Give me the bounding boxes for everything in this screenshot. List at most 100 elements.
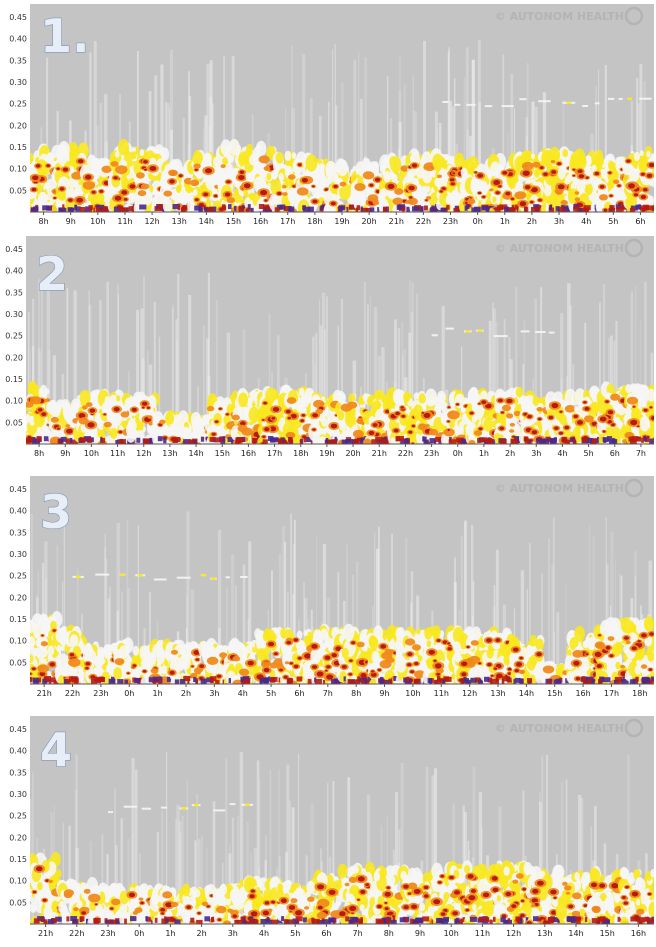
spectral-streak: [493, 308, 497, 444]
band-cell: [542, 151, 551, 164]
spectral-streak: [290, 45, 294, 212]
band-cell: [58, 188, 66, 201]
x-tick-label: 0h: [473, 217, 483, 226]
band-peak: [539, 166, 544, 170]
band-cell: [451, 189, 458, 199]
band-cell: [139, 149, 145, 157]
band-floor: [383, 436, 392, 442]
band-peak: [506, 398, 513, 404]
band-hotspot: [282, 185, 287, 189]
band-floor: [128, 206, 135, 212]
band-hotspot: [315, 408, 324, 415]
band-floor: [384, 439, 389, 444]
band-floor: [412, 206, 419, 212]
band-hotspot: [407, 199, 414, 205]
band-peak: [611, 423, 615, 427]
spectrogram-panel-1: 0.45 0.40 0.35 0.30 0.25 0.20 0.15 0.10 0.05 8h 9h…: [0, 0, 656, 232]
band-floor: [402, 206, 405, 212]
band-cell: [55, 198, 63, 210]
band-floor: [531, 207, 538, 212]
spectral-streak: [567, 283, 571, 444]
band-floor: [375, 436, 383, 442]
band-floor: [504, 206, 509, 212]
band-floor: [283, 206, 289, 211]
band-hotspot: [115, 165, 128, 175]
band-hotspot: [501, 404, 512, 412]
band-peak: [285, 409, 291, 414]
band-peak: [99, 189, 104, 193]
band-cell: [559, 414, 567, 426]
band-peak: [324, 188, 329, 192]
band-floor: [616, 207, 624, 212]
band-peak: [421, 412, 425, 414]
band-cell: [30, 155, 34, 162]
band-floor: [100, 436, 103, 442]
spectral-streak: [410, 312, 414, 444]
spectral-streak: [140, 308, 144, 444]
band-hotspot: [206, 406, 215, 412]
band-peak: [76, 197, 84, 203]
band-floor: [397, 204, 405, 210]
band-hotspot: [71, 171, 83, 180]
band-cell: [595, 154, 604, 168]
band-floor: [479, 437, 488, 443]
band-floor: [565, 439, 570, 444]
band-floor: [250, 207, 254, 212]
x-tick-label: 5h: [608, 217, 618, 226]
band-peak: [449, 178, 455, 182]
band-peak: [608, 171, 612, 174]
x-tick-label: 12h: [144, 217, 159, 226]
band-cell: [314, 436, 324, 444]
band-peak: [37, 408, 43, 412]
y-tick-label: 0.45: [9, 13, 27, 22]
band-peak: [214, 194, 218, 198]
band-peak: [648, 162, 654, 168]
band-peak: [312, 428, 316, 431]
band-floor: [117, 439, 121, 444]
spectral-streak: [560, 312, 564, 444]
hf-trace-segment: [484, 105, 493, 108]
spectral-streak: [523, 319, 526, 444]
band-floor: [305, 437, 313, 442]
band-hotspot: [286, 397, 297, 404]
band-hotspot: [263, 166, 271, 171]
band-peak: [577, 169, 583, 174]
band-peak: [640, 172, 645, 176]
band-hotspot: [467, 198, 476, 205]
hf-trace-segment: [501, 105, 514, 108]
band-floor: [587, 438, 592, 443]
x-tick-label: 14h: [199, 217, 214, 226]
band-peak: [271, 416, 276, 420]
spectral-streak: [403, 84, 406, 212]
band-peak: [169, 179, 175, 184]
band-peak: [211, 432, 216, 436]
band-cell: [228, 139, 240, 156]
band-hotspot: [473, 430, 483, 436]
spectral-streak: [188, 95, 192, 212]
band-floor: [338, 206, 343, 212]
band-floor: [590, 440, 594, 444]
band-floor: [266, 205, 273, 211]
band-peak: [498, 185, 502, 188]
panel-number-label: 1.: [40, 9, 89, 63]
band-peak: [481, 400, 487, 405]
spectral-streak: [188, 294, 192, 444]
spectral-streak: [170, 49, 174, 212]
spectral-streak: [206, 63, 210, 212]
band-peak: [485, 403, 492, 409]
band-cell: [166, 413, 175, 425]
band-hotspot: [574, 197, 581, 202]
band-hotspot: [513, 410, 522, 417]
band-floor: [96, 204, 105, 210]
band-hotspot: [110, 161, 119, 167]
band-hotspot: [536, 407, 543, 412]
band-cell: [37, 191, 48, 207]
band-cell: [69, 166, 74, 174]
band-floor: [222, 436, 226, 442]
x-tick-label: 18h: [307, 217, 322, 226]
band-floor: [341, 439, 349, 444]
band-floor: [345, 439, 353, 444]
band-cell: [379, 164, 386, 174]
spectral-streak: [99, 300, 102, 444]
band-peak: [243, 183, 251, 189]
